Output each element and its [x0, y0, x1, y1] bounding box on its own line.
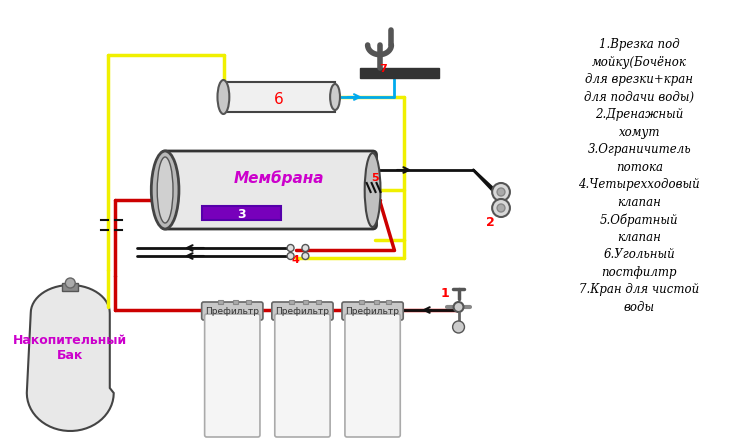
Text: клапан: клапан	[617, 231, 662, 243]
Circle shape	[454, 302, 464, 312]
Text: 2: 2	[486, 215, 494, 228]
Bar	[289, 300, 293, 304]
Text: 3: 3	[237, 207, 245, 221]
Circle shape	[287, 252, 294, 259]
Bar	[62, 283, 78, 291]
Bar	[304, 300, 308, 304]
Polygon shape	[27, 285, 114, 431]
FancyBboxPatch shape	[202, 302, 263, 320]
Circle shape	[497, 204, 505, 212]
Bar	[233, 300, 238, 304]
Text: Префильтр: Префильтр	[346, 307, 400, 316]
Text: 4.Четырехходовый: 4.Четырехходовый	[578, 178, 700, 191]
Text: потока: потока	[616, 161, 663, 174]
Bar	[374, 300, 379, 304]
Circle shape	[497, 188, 505, 196]
Text: 1.Врезка под: 1.Врезка под	[599, 38, 680, 51]
Text: 2.Дренажный: 2.Дренажный	[596, 108, 683, 121]
Circle shape	[452, 321, 464, 333]
Bar	[224, 82, 335, 112]
Bar	[386, 300, 392, 304]
Text: 7: 7	[380, 64, 387, 74]
Circle shape	[302, 244, 309, 251]
Ellipse shape	[158, 157, 173, 223]
Text: воды: воды	[624, 300, 655, 313]
FancyBboxPatch shape	[272, 302, 333, 320]
FancyBboxPatch shape	[205, 314, 260, 437]
FancyBboxPatch shape	[161, 151, 376, 229]
Text: 5: 5	[370, 173, 379, 183]
Text: Мембрана: Мембрана	[233, 170, 324, 186]
Circle shape	[287, 244, 294, 251]
Text: постфилтр: постфилтр	[602, 266, 677, 279]
Text: 6: 6	[274, 92, 284, 106]
Text: клапан: клапан	[617, 195, 662, 209]
FancyBboxPatch shape	[345, 314, 400, 437]
Text: мойку(Бочёнок: мойку(Бочёнок	[592, 56, 687, 69]
Ellipse shape	[217, 80, 229, 114]
Text: 3.Ограничитель: 3.Ограничитель	[587, 143, 692, 156]
Bar	[246, 300, 251, 304]
Text: для врезки+кран: для врезки+кран	[585, 73, 693, 86]
Text: для подачи воды): для подачи воды)	[584, 90, 694, 104]
Bar	[202, 206, 280, 220]
Bar	[316, 300, 321, 304]
Circle shape	[492, 183, 510, 201]
Circle shape	[492, 199, 510, 217]
Text: 1: 1	[440, 287, 449, 299]
Circle shape	[65, 278, 75, 288]
Text: хомут: хомут	[619, 125, 660, 138]
Bar	[358, 300, 364, 304]
Bar	[360, 68, 439, 78]
Text: Накопительный
Бак: Накопительный Бак	[13, 334, 128, 362]
Text: Префильтр: Префильтр	[275, 307, 329, 316]
Ellipse shape	[364, 153, 380, 227]
Text: 7.Кран для чистой: 7.Кран для чистой	[579, 283, 700, 296]
Bar	[218, 300, 223, 304]
Text: 5.Обратный: 5.Обратный	[600, 213, 679, 227]
Circle shape	[302, 252, 309, 259]
Text: 4: 4	[292, 255, 299, 265]
Text: Префильтр: Префильтр	[206, 307, 260, 316]
FancyBboxPatch shape	[274, 314, 330, 437]
Ellipse shape	[330, 84, 340, 110]
FancyBboxPatch shape	[342, 302, 404, 320]
Ellipse shape	[152, 151, 179, 229]
Text: 6.Угольный: 6.Угольный	[604, 248, 675, 261]
